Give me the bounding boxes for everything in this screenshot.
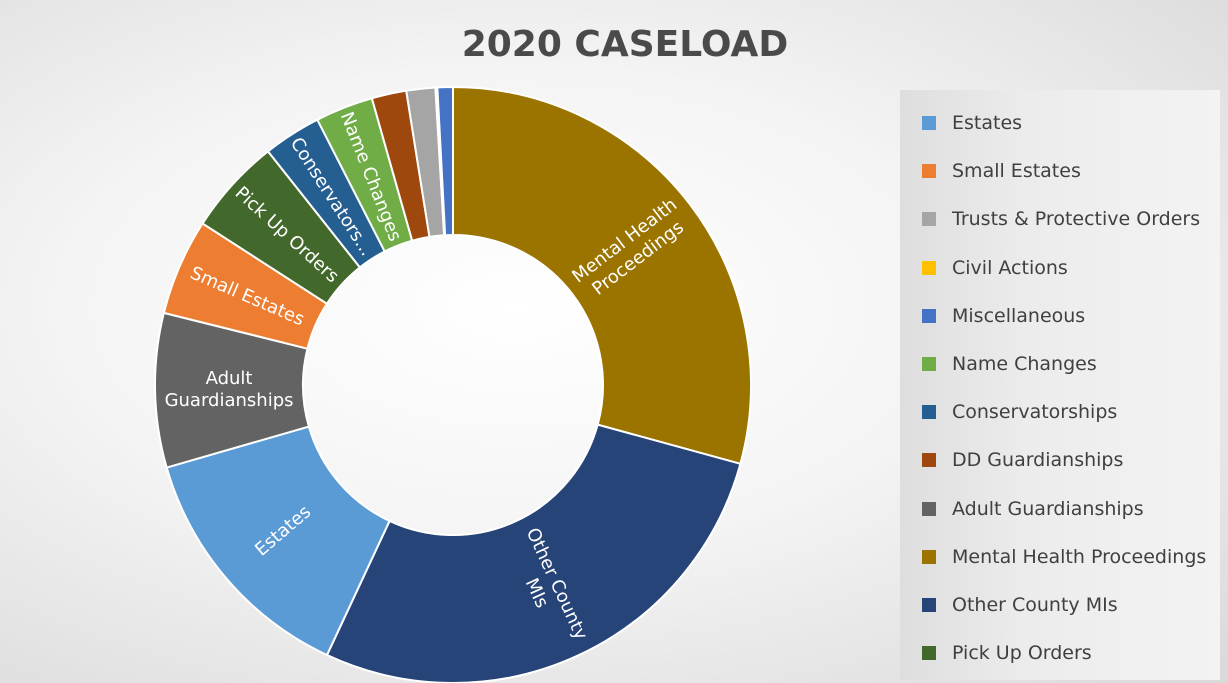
legend-swatch: [922, 357, 936, 371]
slice-label-adult-guardianships: Adult Guardianships: [165, 368, 294, 411]
legend-label: Other County MIs: [952, 594, 1118, 616]
legend-label: Estates: [952, 112, 1023, 134]
legend-swatch: [922, 501, 936, 516]
legend-swatch: [922, 598, 936, 612]
slices-layer: [154, 85, 752, 683]
legend-item-trusts-and-protective-orders: Trusts & Protective Orders: [922, 204, 1200, 234]
legend-label: Civil Actions: [952, 256, 1068, 279]
legend-swatch: [922, 260, 936, 275]
legend-item-dd-guardianships: DD Guardianships: [922, 445, 1123, 475]
legend-label: Miscellaneous: [952, 304, 1086, 327]
legend-item-adult-guardianships: Adult Guardianships: [922, 494, 1144, 524]
slice-miscellaneous: [436, 85, 454, 237]
slice-mental-health-proceedings: [452, 85, 752, 466]
legend-label: Trusts & Protective Orders: [952, 208, 1201, 231]
legend-swatch: [922, 453, 936, 468]
legend-label: DD Guardianships: [952, 449, 1124, 472]
legend: Estates Small Estates Trusts & Protective …: [900, 90, 1220, 680]
legend-label: Name Changes: [952, 353, 1097, 375]
legend-item-small-estates: Small Estates: [922, 156, 1081, 186]
legend-item-name-changes: Name Changes: [922, 349, 1097, 379]
legend-label: Conservatorships: [952, 401, 1118, 424]
legend-item-miscellaneous: Miscellaneous: [922, 301, 1085, 331]
legend-swatch: [922, 646, 936, 661]
legend-label: Pick Up Orders: [952, 642, 1092, 665]
slice-estates: [165, 425, 391, 657]
legend-swatch: [922, 308, 936, 323]
legend-swatch: [922, 212, 936, 227]
slice-other-county-mis: [325, 423, 742, 683]
legend-swatch: [922, 116, 936, 130]
legend-swatch: [922, 164, 936, 179]
legend-item-civil-actions: Civil Actions: [922, 253, 1068, 283]
legend-swatch: [922, 405, 936, 420]
legend-label: Small Estates: [952, 160, 1081, 183]
legend-swatch: [922, 549, 936, 564]
legend-item-other-county-mis: Other County MIs: [922, 590, 1118, 620]
legend-item-estates: Estates: [922, 108, 1022, 138]
chart-title: 2020 CASELOAD: [461, 24, 789, 65]
legend-label: Adult Guardianships: [952, 497, 1144, 520]
legend-item-conservatorships: Conservatorships: [922, 397, 1117, 427]
legend-item-mental-health-proceedings: Mental Health Proceedings: [922, 542, 1206, 572]
legend-label: Mental Health Proceedings: [952, 545, 1207, 568]
legend-item-pick-up-orders: Pick Up Orders: [922, 638, 1092, 668]
